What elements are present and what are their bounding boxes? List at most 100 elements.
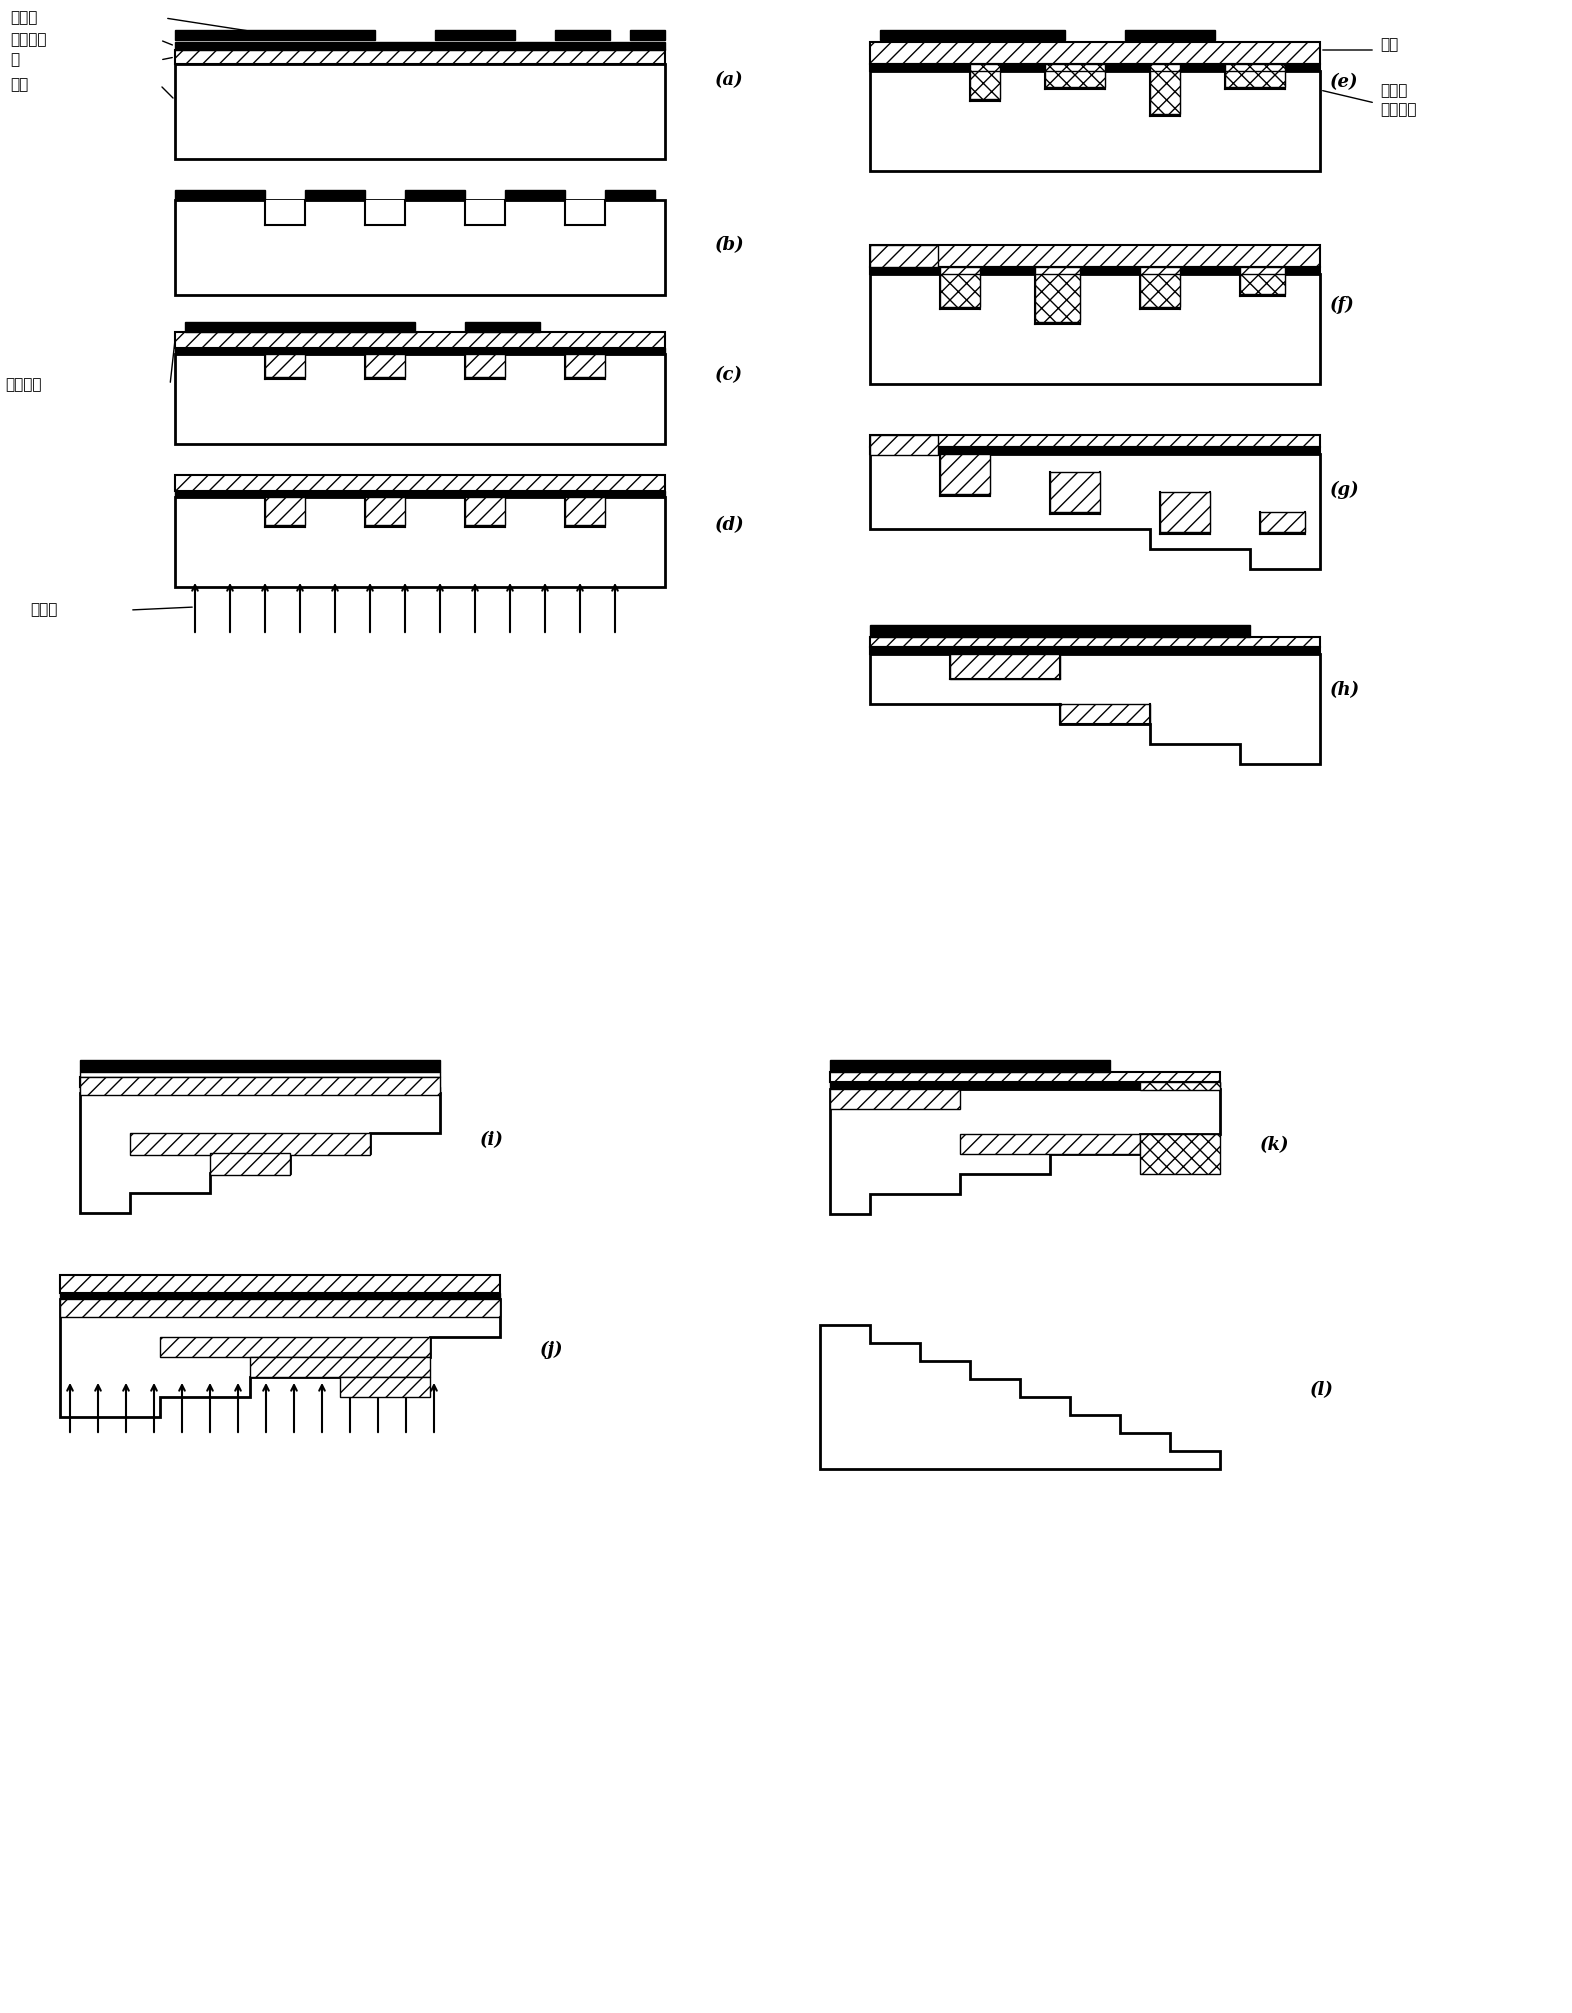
Text: (i): (i) — [479, 1131, 505, 1149]
Bar — [305, 189, 365, 199]
Text: (l): (l) — [1309, 1381, 1335, 1399]
Bar — [970, 70, 1000, 99]
Bar — [266, 354, 305, 378]
Bar — [1240, 274, 1284, 296]
Bar — [266, 497, 305, 527]
Bar — [174, 475, 665, 491]
Bar — [940, 268, 979, 276]
Text: (h): (h) — [1330, 680, 1360, 699]
Text: (k): (k) — [1261, 1135, 1289, 1153]
Text: (b): (b) — [715, 236, 745, 254]
Bar — [174, 42, 665, 50]
Bar — [1160, 491, 1210, 531]
Bar — [869, 70, 1320, 171]
Bar — [160, 1337, 431, 1357]
Bar — [174, 354, 665, 445]
Text: 掩模版: 掩模版 — [9, 10, 38, 26]
Bar — [266, 199, 305, 225]
Bar — [970, 64, 1000, 72]
Bar — [80, 1061, 440, 1073]
Bar — [174, 199, 665, 296]
Bar — [1034, 274, 1080, 324]
Bar — [174, 50, 665, 64]
Bar — [869, 268, 1320, 274]
Bar — [564, 199, 605, 225]
Bar — [970, 70, 1000, 101]
Bar — [60, 1298, 500, 1317]
Polygon shape — [869, 654, 1320, 765]
Bar — [505, 189, 564, 199]
Bar — [869, 435, 1320, 447]
Bar — [869, 624, 1250, 636]
Bar — [1151, 70, 1181, 115]
Text: 铬: 铬 — [9, 52, 19, 68]
Bar — [555, 30, 610, 40]
Bar — [1151, 64, 1181, 72]
Bar — [1045, 64, 1105, 72]
Bar — [1140, 274, 1181, 308]
Bar — [340, 1377, 431, 1397]
Bar — [869, 42, 1320, 64]
Bar — [185, 322, 415, 332]
Polygon shape — [830, 1089, 1220, 1214]
Text: 正光刻胶: 正光刻胶 — [9, 32, 47, 48]
Bar — [869, 636, 1320, 646]
Bar — [1140, 274, 1181, 310]
Bar — [869, 447, 1320, 455]
Bar — [365, 497, 406, 527]
Bar — [1261, 511, 1305, 533]
Bar — [869, 435, 938, 455]
Bar — [365, 497, 406, 525]
Bar — [1240, 274, 1284, 294]
Bar — [174, 497, 665, 588]
Bar — [435, 30, 516, 40]
Text: 紫外光: 紫外光 — [30, 602, 57, 618]
Bar — [365, 354, 406, 378]
Text: (a): (a) — [715, 70, 744, 89]
Bar — [830, 1073, 1220, 1083]
Text: 正胶: 正胶 — [1380, 38, 1398, 52]
Polygon shape — [869, 455, 1320, 570]
Text: (d): (d) — [715, 515, 745, 533]
Bar — [1045, 70, 1105, 87]
Text: (c): (c) — [715, 366, 744, 384]
Bar — [60, 1274, 500, 1292]
Bar — [564, 354, 605, 376]
Bar — [960, 1133, 1140, 1153]
Bar — [80, 1077, 440, 1095]
Bar — [1240, 268, 1284, 276]
Bar — [869, 646, 1320, 654]
Bar — [1140, 1133, 1220, 1174]
Bar — [406, 189, 465, 199]
Bar — [940, 455, 990, 495]
Text: (g): (g) — [1330, 481, 1360, 499]
Bar — [869, 246, 1320, 268]
Bar — [465, 497, 505, 525]
Bar — [465, 354, 505, 376]
Bar — [1225, 70, 1284, 87]
Bar — [174, 332, 665, 348]
Bar — [564, 497, 605, 527]
Bar — [266, 354, 305, 376]
Bar — [564, 354, 605, 378]
Bar — [1050, 471, 1100, 513]
Bar — [465, 497, 505, 527]
Bar — [1140, 268, 1181, 276]
Text: 显影后
负胶图形: 显影后 负胶图形 — [1380, 83, 1416, 117]
Bar — [465, 199, 505, 225]
Bar — [1160, 491, 1210, 533]
Bar — [1034, 268, 1080, 276]
Bar — [1261, 511, 1305, 531]
Bar — [80, 1073, 440, 1077]
Bar — [869, 274, 1320, 384]
Bar — [174, 348, 665, 354]
Text: 负光刻胶: 负光刻胶 — [5, 378, 41, 393]
Bar — [940, 455, 990, 493]
Bar — [365, 199, 406, 225]
Bar — [940, 274, 979, 310]
Text: (j): (j) — [541, 1341, 563, 1359]
Bar — [80, 1077, 440, 1087]
Bar — [1225, 64, 1284, 72]
Bar — [1140, 1083, 1220, 1089]
Bar — [365, 354, 406, 376]
